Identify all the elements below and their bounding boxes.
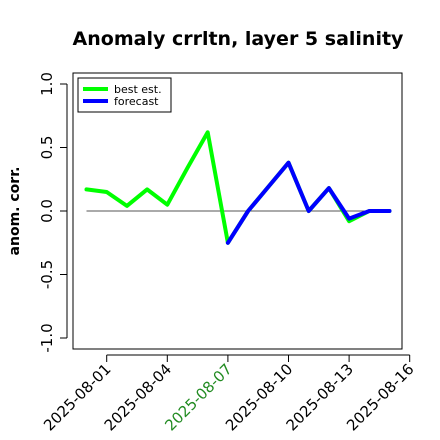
y-axis: -1.0 -0.5 0.0 0.5 1.0 [38, 72, 68, 353]
legend: best est. forecast [77, 77, 172, 113]
y-tick-label: 1.0 [38, 72, 56, 96]
series-line-forecast [225, 160, 392, 245]
y-tick-label: 0.0 [38, 199, 56, 223]
x-axis: 2025-08-012025-08-042025-08-072025-08-10… [40, 354, 418, 434]
series-lines [84, 130, 392, 245]
legend-box [77, 77, 172, 113]
y-tick-label: -0.5 [38, 260, 56, 289]
y-tick-label: -1.0 [38, 323, 56, 352]
legend-label-forecast: forecast [114, 95, 159, 108]
y-tick-label: 0.5 [38, 136, 56, 160]
chart-title: Anomaly crrltn, layer 5 salinity [73, 28, 404, 50]
legend-label-best-est: best est. [114, 83, 162, 96]
plot-frame [72, 72, 403, 350]
y-axis-label: anom. corr. [7, 167, 23, 256]
